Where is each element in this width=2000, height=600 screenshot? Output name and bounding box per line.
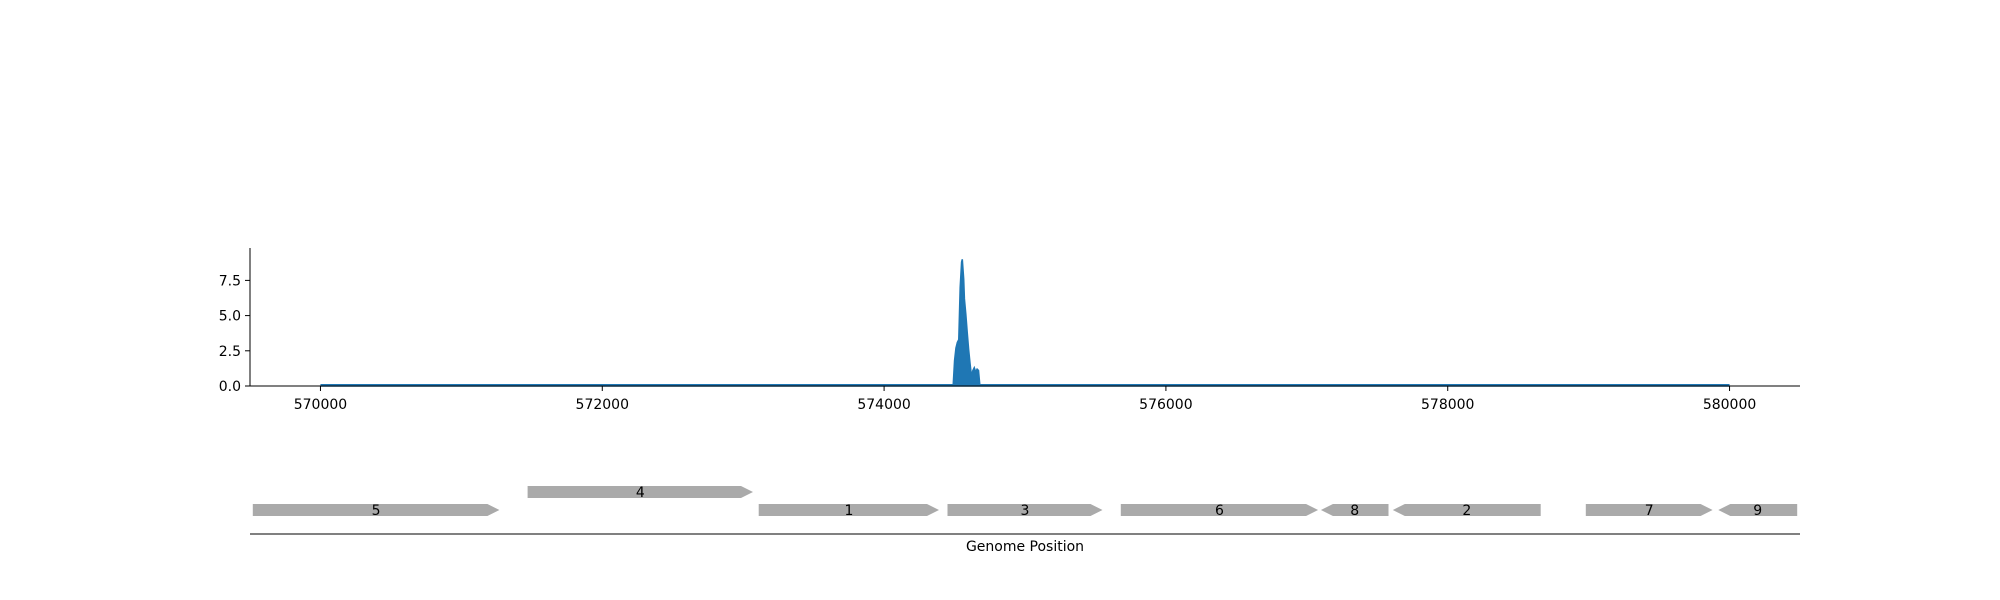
y-tick-label: 7.5 [219,273,241,289]
x-tick-label: 578000 [1421,397,1474,413]
gene-label: 9 [1753,503,1762,519]
gene-label: 6 [1215,503,1224,519]
y-tick-label: 5.0 [219,309,241,325]
gene-arrow [252,504,500,516]
gene-label: 5 [372,503,381,519]
gene-arrow [947,504,1103,516]
gene-label: 3 [1021,503,1030,519]
coverage-panel: 570000 572000 574000 576000 578000 580000 0.0… [219,248,1800,413]
genes: 5 4 1 3 6 8 2 7 9 [252,485,1798,519]
gene-label: 2 [1462,503,1471,519]
gene-arrow [1392,504,1541,516]
gene-arrow [1718,504,1798,516]
gene-arrow [1320,504,1389,516]
gene-label: 8 [1350,503,1359,519]
gene-label: 7 [1645,503,1654,519]
x-tick-label: 580000 [1703,397,1756,413]
gene-label: 4 [636,485,645,501]
gene-arrow [1585,504,1713,516]
y-ticks: 0.0 2.5 5.0 7.5 [219,273,250,395]
y-tick-label: 2.5 [219,344,241,360]
y-tick-label: 0.0 [219,379,241,395]
x-tick-label: 574000 [857,397,910,413]
x-tick-label: 570000 [294,397,347,413]
x-tick-label: 576000 [1139,397,1192,413]
x-ticks: 570000 572000 574000 576000 578000 580000 [294,386,1756,413]
gene-panel: 5 4 1 3 6 8 2 7 9 Genome Position [250,485,1800,555]
gene-arrow [1120,504,1319,516]
x-tick-label: 572000 [576,397,629,413]
gene-arrow [527,486,753,498]
gene-axis-title: Genome Position [966,539,1084,555]
gene-label: 1 [844,503,853,519]
gene-arrow [758,504,939,516]
coverage-area [320,259,1730,387]
